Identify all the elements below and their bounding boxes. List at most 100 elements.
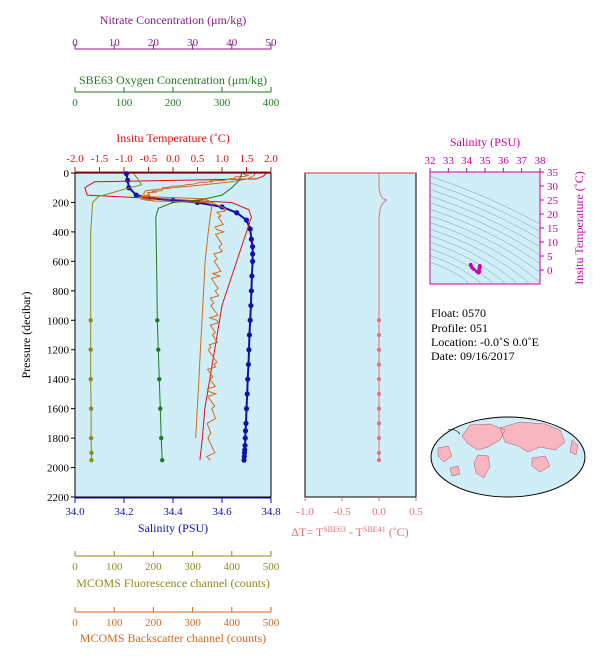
salinity-tick-label: 34.6 [212,506,232,518]
salinity-point [242,435,248,441]
delta-t-point [377,333,381,337]
density-contour [430,255,483,284]
density-contour [430,228,531,284]
temperature-axis-label: Insitu Temperature (˚C) [116,131,230,145]
top-axes: 0 10 20 30 40 50 Nitrate Concentration (μm/kg)… [72,13,280,109]
oxygen-point [159,435,164,441]
temperature-tick-label: 1.5 [240,153,254,165]
oxygen-tick-label: 400 [263,97,280,109]
oxygen-series-line [155,173,243,461]
pressure-tick-label: 1400 [47,374,70,386]
salinity-point [241,450,248,456]
temperature-tick-label: -0.5 [140,153,158,165]
salinity-point [241,453,247,460]
pressure-tick-label: 1000 [47,315,70,327]
backscatter-tick-label: 200 [145,617,162,629]
ts-y-tick-label: 15 [547,223,559,235]
fluorescence-axis-label: MCOMS Fluorescence channel (counts) [76,576,270,590]
ts-point [477,269,482,274]
world-map [430,416,586,498]
density-contour [430,189,540,240]
delta-t-axis-label: ΔT= TSBE63 - TSBE41 (˚C) [291,525,408,540]
profile-plot-area [74,172,272,498]
delta-t-point [377,362,381,367]
nitrate-tick-label: 10 [109,37,121,49]
ts-x-tick-label: 35 [480,155,492,167]
backscatter-tick-label: 400 [224,617,241,629]
salinity-point [250,251,256,257]
ts-plot-area [429,171,541,285]
delta-t-point [377,377,381,382]
salinity-point [241,457,247,463]
map-coast [447,429,461,435]
pressure-tick-label: 0 [64,168,70,180]
ts-x-axis-label: Salinity (PSU) [450,135,520,149]
ts-x-tick-label: 36 [498,155,510,167]
nitrate-tick-label: 40 [226,37,238,49]
backscatter-tick-label: 100 [106,617,123,629]
fluorescence-point [88,318,93,323]
salinity-point [123,171,130,177]
temperature-tick-label: 0.0 [166,153,180,165]
nitrate-tick-label: 0 [72,37,78,49]
salinity-point [247,317,253,323]
ts-x-tick-label: 33 [443,155,455,167]
salinity-point [246,332,253,338]
salinity-point [243,406,250,412]
fluorescence-tick-label: 400 [224,561,241,573]
delta-t-series-line [378,173,388,461]
salinity-tick-label: 34.4 [163,506,183,518]
pressure-tick-label: 800 [53,286,70,298]
nitrate-tick-label: 50 [266,37,278,49]
pressure-tick-label: 1600 [47,404,70,416]
fluorescence-tick-label: 0 [72,561,78,573]
delta-t-tick-label: 0.5 [409,506,423,518]
oxygen-tick-label: 300 [214,97,231,109]
temperature-tick-label: 2.0 [264,153,278,165]
ts-y-axis-label: Insitu Temperature (˚C) [572,171,586,285]
backscatter-series-line [143,173,256,439]
ts-x-tick-label: 34 [461,155,473,167]
density-contour [430,248,495,284]
delta-t-point [377,436,381,441]
density-contour [430,261,471,284]
ts-point [472,267,476,272]
pressure-tick-label: 2200 [47,492,70,504]
nitrate-tick-label: 30 [187,37,199,49]
salinity-point [248,302,254,309]
ts-y-tick-label: 10 [547,237,559,249]
salinity-point [243,420,249,426]
oxygen-axis-label: SBE63 Oxygen Concentration (μm/kg) [79,73,267,87]
oxygen-tick-label: 200 [165,97,182,109]
salinity-point [242,428,249,434]
salinity-point [244,391,250,397]
ts-y-tick-label: 35 [547,167,559,179]
info-date: Date: 09/16/2017 [431,349,515,363]
delta-t-point [377,318,381,323]
oxygen-tick-label: 100 [116,97,133,109]
oxygen-point [157,376,162,382]
density-contour [430,202,540,256]
fluorescence-point [89,457,94,463]
delta-t-point [377,458,381,463]
density-contour [430,195,540,248]
delta-t-plot-area [304,172,417,498]
fluorescence-point [88,435,94,441]
oxygen-tick-label: 0 [72,97,78,109]
oxygen-point [156,347,161,352]
delta-t-tick-label: 0.0 [372,506,386,518]
backscatter-series-line [139,173,249,461]
delta-t-point [377,391,381,396]
density-contour [430,241,507,284]
fluorescence-point [88,376,93,382]
delta-t-point [377,347,381,352]
map-land [437,421,579,479]
backscatter-axis-label: MCOMS Backscatter channel (counts) [80,631,266,645]
density-contour [430,182,540,232]
salinity-point [243,217,250,223]
ts-x-tick-label: 38 [535,155,547,167]
delta-t-plot: -1.0 -0.5 0.0 0.5 [296,172,423,518]
ts-point [477,266,482,271]
fluorescence-point [88,406,94,411]
